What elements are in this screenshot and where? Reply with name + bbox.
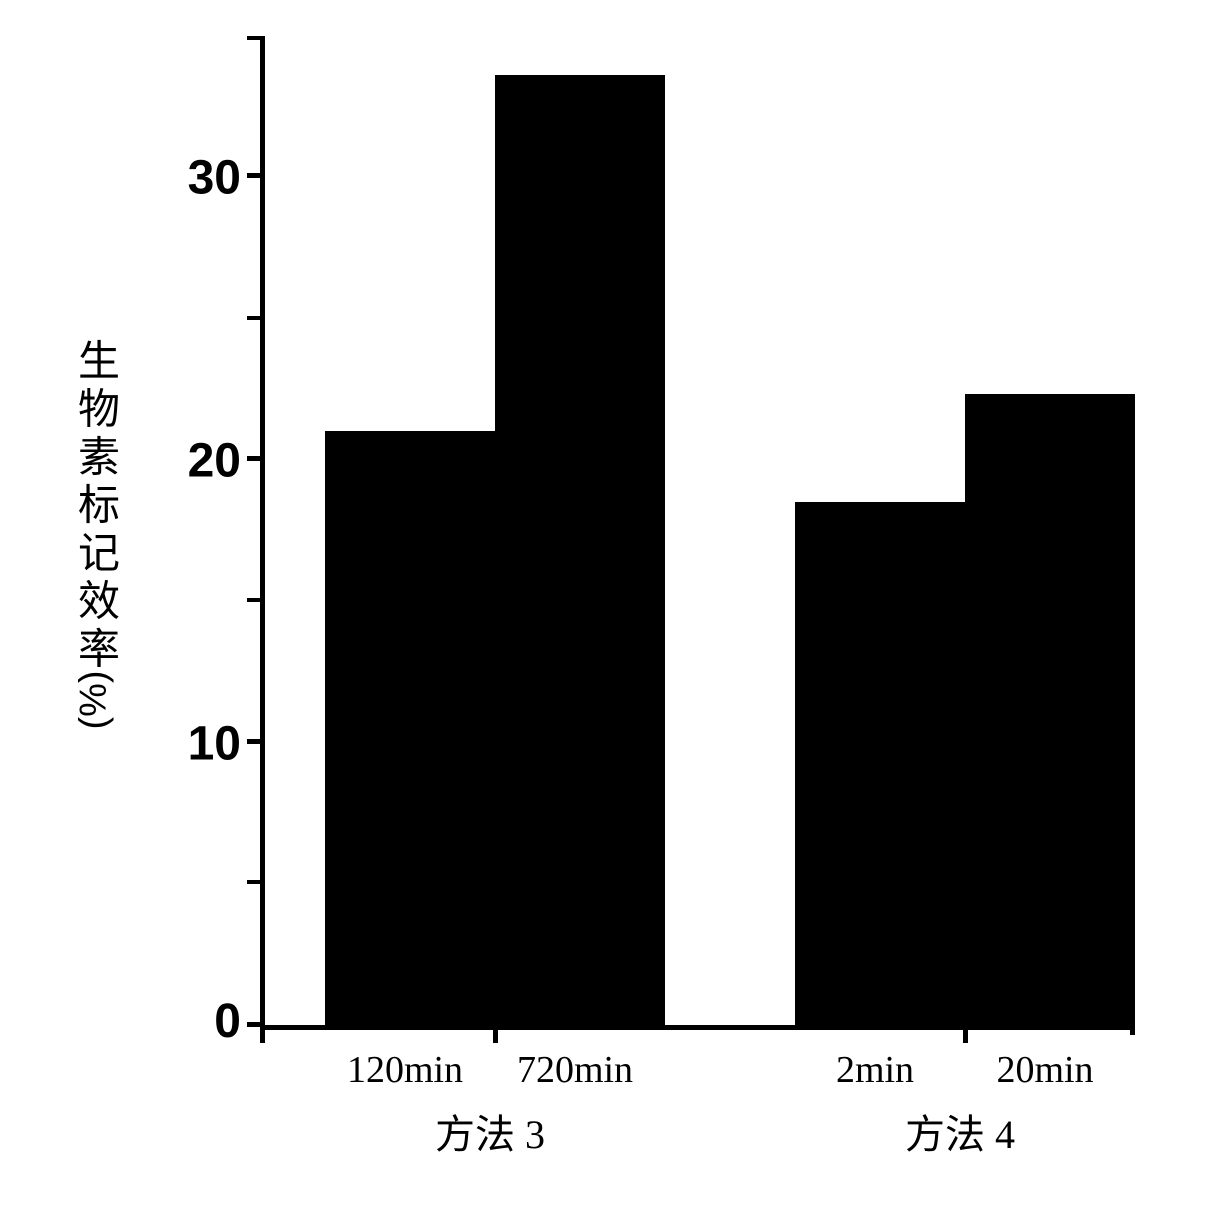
bar-label-g2-2: 20min [960, 1048, 1130, 1092]
bar-label-g1-1: 120min [320, 1048, 490, 1092]
y-minor-tick-25 [247, 316, 265, 320]
y-tick-label-30: 30 [188, 151, 241, 206]
bar-label-g1-2: 720min [490, 1048, 660, 1092]
y-tick-label-10: 10 [188, 717, 241, 772]
x-labels: 120min 720min 2min 20min 方法 3 方法 4 [260, 1040, 1130, 1170]
y-axis-label: 生物素标记效率(%) [65, 339, 126, 722]
y-minor-tick-35 [247, 36, 265, 40]
group-label-1: 方法 3 [320, 1102, 660, 1160]
chart-container: 生物素标记效率(%) 0 10 20 30 120min 720min 2min [60, 40, 1160, 1180]
y-tick-20 [247, 456, 265, 461]
bar-group1-2 [495, 75, 665, 1025]
bar-group1-1 [325, 431, 495, 1025]
y-axis-label-text: 生物素标记效率 [72, 339, 118, 675]
y-tick-10 [247, 739, 265, 744]
bar-group2-2 [965, 394, 1135, 1025]
y-axis-unit: (%) [73, 670, 116, 729]
y-tick-label-0: 0 [214, 994, 241, 1049]
y-minor-tick-5 [247, 880, 265, 884]
y-tick-label-20: 20 [188, 434, 241, 489]
bar-group2-1 [795, 502, 965, 1025]
group-label-2: 方法 4 [790, 1102, 1130, 1160]
y-minor-tick-15 [247, 598, 265, 602]
y-tick-30 [247, 173, 265, 178]
bar-label-g2-1: 2min [790, 1048, 960, 1092]
plot-area: 0 10 20 30 [260, 40, 1130, 1030]
